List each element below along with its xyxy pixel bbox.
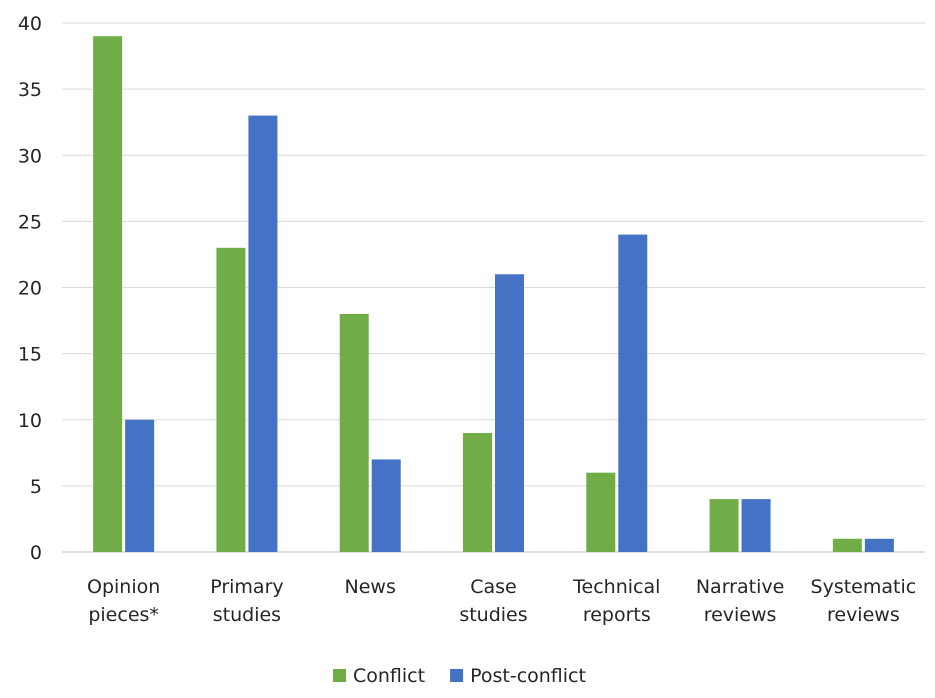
bar-conflict — [709, 499, 739, 552]
x-category-label: reports — [583, 604, 651, 626]
bar-post-conflict — [864, 538, 894, 552]
x-category-label: Systematic — [811, 576, 917, 598]
y-tick-label: 15 — [18, 344, 42, 366]
bar-post-conflict — [371, 459, 401, 552]
bar-conflict — [586, 472, 616, 552]
x-category-label: Primary — [210, 576, 283, 598]
y-tick-label: 10 — [18, 410, 42, 432]
x-category-label: studies — [213, 604, 281, 626]
x-category-label: reviews — [827, 604, 900, 626]
x-category-label: Technical — [572, 576, 660, 598]
x-category-label: News — [345, 576, 396, 598]
x-category-label: studies — [459, 604, 527, 626]
legend-label: Conflict — [353, 665, 425, 687]
x-category-label: Case — [470, 576, 517, 598]
bar-conflict — [832, 538, 862, 552]
legend-swatch — [333, 669, 346, 682]
y-axis-tick-labels: 0 5 10 15 20 25 30 35 40 — [18, 13, 42, 564]
bar-post-conflict — [125, 419, 155, 552]
bar-post-conflict — [248, 115, 278, 552]
bar-conflict — [463, 432, 492, 552]
y-tick-label: 25 — [18, 211, 42, 233]
gridlines — [62, 22, 925, 553]
y-tick-label: 35 — [18, 79, 42, 101]
x-category-label: pieces* — [88, 604, 159, 626]
bar-conflict — [339, 313, 369, 552]
bar-conflict — [216, 247, 246, 552]
y-tick-label: 30 — [18, 145, 42, 167]
bar-conflict — [93, 36, 123, 553]
y-tick-label: 5 — [30, 476, 42, 498]
x-category-label: Narrative — [696, 576, 784, 598]
y-tick-label: 20 — [18, 278, 42, 300]
x-category-label: reviews — [704, 604, 777, 626]
y-tick-label: 0 — [30, 542, 42, 564]
y-tick-label: 40 — [18, 13, 42, 35]
legend-swatch — [450, 669, 464, 682]
bars — [93, 36, 894, 553]
legend-label: Post-conflict — [470, 665, 586, 687]
bar-post-conflict — [741, 499, 771, 552]
bar-post-conflict — [495, 274, 524, 552]
bar-post-conflict — [618, 234, 648, 552]
legend: Conflict Post-conflict — [333, 665, 586, 687]
x-category-label: Opinion — [87, 576, 160, 598]
x-axis-category-labels: Opinion pieces* Primary studies News Case stud… — [87, 576, 916, 626]
